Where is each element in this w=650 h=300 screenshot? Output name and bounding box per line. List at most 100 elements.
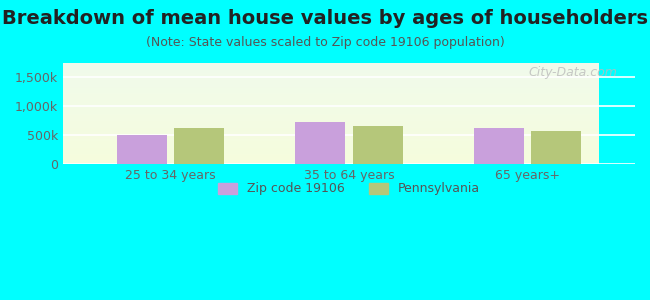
Bar [63,127,599,128]
Bar [63,122,599,123]
Bar [63,83,599,84]
Bar [63,138,599,139]
Bar [63,128,599,129]
Bar [63,87,599,88]
Bar [63,137,599,138]
Bar [63,152,599,153]
Bar [63,125,599,126]
Bar [63,91,599,92]
Bar [63,84,599,85]
Text: Breakdown of mean house values by ages of householders: Breakdown of mean house values by ages o… [2,9,648,28]
Bar [63,64,599,65]
Bar [63,88,599,89]
Bar [63,65,599,66]
Bar [63,143,599,144]
Bar [63,79,599,80]
Bar [474,128,524,164]
Bar [63,70,599,71]
Bar [63,154,599,155]
Bar [63,116,599,117]
Text: City-Data.com: City-Data.com [529,66,618,79]
Bar [63,75,599,76]
Bar [63,77,599,78]
Bar [63,106,599,107]
Bar [63,118,599,119]
Bar [63,90,599,91]
Bar [63,117,599,118]
Bar [63,93,599,94]
Bar [63,124,599,125]
Bar [63,121,599,122]
Bar [63,78,599,79]
Bar [63,119,599,120]
Bar [63,140,599,141]
Bar [63,159,599,160]
Bar [63,101,599,103]
Bar [174,128,224,164]
Bar [63,82,599,83]
Bar [63,104,599,106]
Bar [63,155,599,156]
Bar [63,139,599,140]
Bar [63,120,599,121]
Bar [63,89,599,90]
Bar [63,141,599,142]
Bar [63,76,599,77]
Bar [63,100,599,101]
Bar [63,148,599,149]
Bar [63,133,599,134]
Bar [63,80,599,81]
Bar [63,85,599,86]
Bar [63,92,599,93]
Text: (Note: State values scaled to Zip code 19106 population): (Note: State values scaled to Zip code 1… [146,36,504,49]
Bar [63,109,599,110]
Bar [63,145,599,146]
Bar [63,134,599,135]
Bar [63,156,599,157]
Bar [63,131,599,132]
Bar [63,126,599,127]
Bar [63,67,599,68]
Bar [63,132,599,133]
Bar [63,158,599,159]
Bar [63,151,599,152]
Bar [63,112,599,114]
Bar [63,114,599,115]
Bar [63,161,599,162]
Bar [63,136,599,137]
Bar [63,63,599,64]
Bar [295,122,345,164]
Bar [63,71,599,72]
Bar [63,99,599,101]
Bar [63,146,599,147]
Bar [63,107,599,109]
Legend: Zip code 19106, Pennsylvania: Zip code 19106, Pennsylvania [213,178,485,200]
Bar [63,142,599,143]
Bar [63,74,599,75]
Bar [63,69,599,70]
Bar [63,95,599,96]
Bar [63,135,599,136]
Bar [63,157,599,158]
Bar [63,98,599,99]
Bar [63,110,599,111]
Bar [63,115,599,116]
Bar [63,123,599,124]
Bar [63,103,599,104]
Bar [63,86,599,87]
Bar [63,150,599,151]
Bar [63,153,599,154]
Bar [63,149,599,150]
Bar [63,96,599,98]
Bar [531,131,581,164]
Bar [352,126,402,164]
Bar [63,129,599,130]
Bar [63,160,599,161]
Bar [63,94,599,95]
Bar [63,81,599,82]
Bar [63,162,599,163]
Bar [63,130,599,131]
Bar [116,135,166,164]
Bar [63,111,599,112]
Bar [63,144,599,145]
